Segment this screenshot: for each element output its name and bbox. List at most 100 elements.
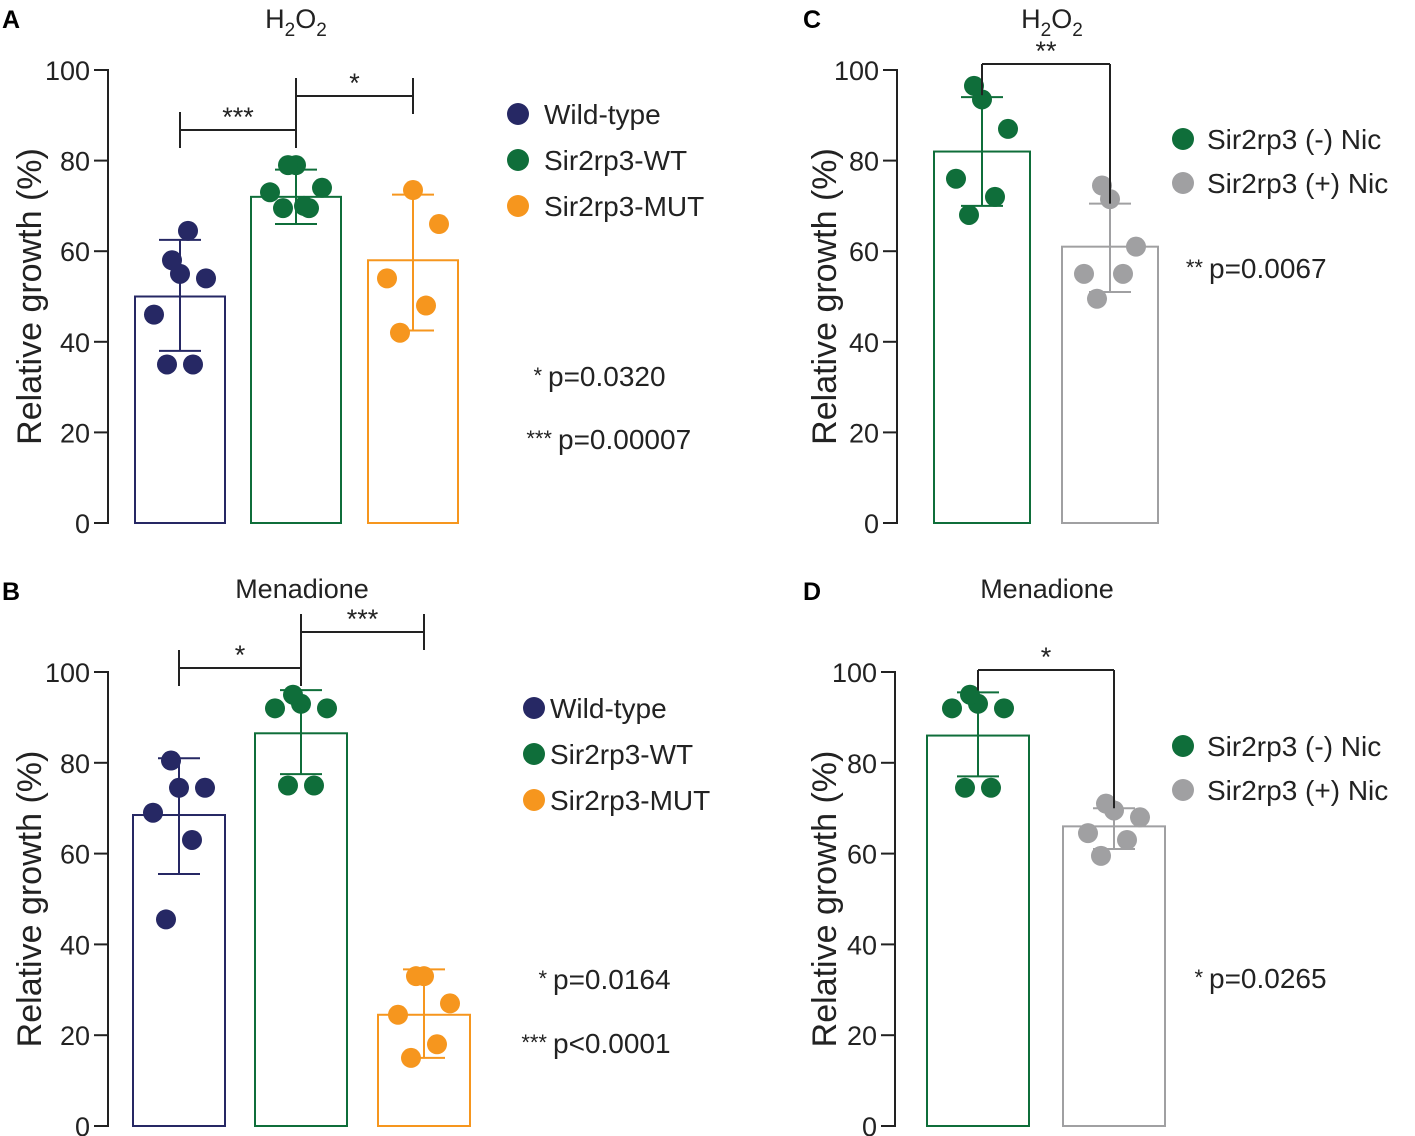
y-tick-label: 60 [849, 237, 879, 267]
data-point [182, 829, 202, 850]
data-point [273, 198, 293, 219]
bracket-label: *** [222, 102, 254, 132]
legend-label: Wild-type [550, 693, 667, 724]
chart-title: Menadione [980, 574, 1114, 604]
pvalue-text: p=0.0320 [548, 361, 666, 392]
data-point [294, 195, 314, 216]
legend-marker [523, 789, 545, 811]
panel-label: C [803, 6, 821, 34]
data-point [1078, 823, 1098, 844]
data-point [416, 295, 436, 316]
data-point [964, 75, 984, 96]
legend-marker [507, 149, 529, 171]
data-point [427, 1034, 447, 1055]
chart-title: H2O2 [265, 4, 327, 41]
data-point [157, 354, 177, 375]
title-title-mid: O [295, 4, 316, 34]
bracket-label: ** [1035, 36, 1057, 66]
data-point [403, 180, 423, 201]
data-point [265, 698, 285, 719]
title-title-main: H [265, 4, 285, 34]
y-tick-label: 40 [849, 328, 879, 358]
data-point [144, 304, 164, 325]
data-point [1091, 845, 1111, 866]
data-point [156, 909, 176, 930]
chart-title: H2O2 [1021, 4, 1083, 41]
data-point [1130, 807, 1150, 828]
panel-label: B [2, 578, 20, 606]
data-point [161, 750, 181, 771]
data-point [178, 220, 198, 241]
data-point [955, 777, 975, 798]
panel-b: B Menadione 0 20 40 60 80 100 Relative growth (%… [2, 574, 710, 1136]
data-point [278, 775, 298, 796]
y-tick-label: 20 [847, 1021, 877, 1051]
bracket-label: * [1041, 642, 1052, 672]
y-tick-label: 0 [75, 1112, 90, 1136]
y-tick-label: 60 [60, 237, 90, 267]
y-tick-label: 80 [60, 749, 90, 779]
data-point [377, 268, 397, 289]
data-point [312, 177, 332, 198]
data-point [1087, 288, 1107, 309]
legend-label: Sir2rp3 (+) Nic [1207, 775, 1388, 806]
bar-sir2rp3-nic [1062, 825, 1166, 1127]
pvalue-text: p<0.0001 [553, 1028, 671, 1059]
y-tick-label: 80 [847, 749, 877, 779]
data-point [429, 214, 449, 235]
title-title-sub2: 2 [316, 20, 327, 41]
legend-marker [1172, 172, 1194, 194]
legend-marker [1172, 735, 1194, 757]
chart-title: Menadione [235, 574, 369, 604]
data-point [1074, 263, 1094, 284]
legend-marker [507, 195, 529, 217]
legend-marker [523, 697, 545, 719]
y-axis-label: Relative growth (%) [806, 148, 844, 445]
data-point [317, 698, 337, 719]
pvalue-stars: * [533, 363, 542, 388]
legend-label: Sir2rp3 (-) Nic [1207, 731, 1381, 762]
y-tick-label: 20 [60, 1021, 90, 1051]
bar-sir2rp3-wt [254, 732, 348, 1127]
y-tick-label: 40 [847, 930, 877, 960]
pvalue-stars: ** [1186, 255, 1204, 280]
legend-marker [507, 103, 529, 125]
title-title-mid: O [1051, 4, 1072, 34]
y-tick-label: 0 [75, 509, 90, 539]
legend-label: Sir2rp3-WT [550, 739, 693, 770]
y-tick-label: 0 [862, 1112, 877, 1136]
legend-label: Sir2rp3-MUT [544, 191, 704, 222]
pvalue-text: p=0.0164 [553, 964, 671, 995]
data-point [401, 1047, 421, 1068]
pvalue-stars: * [1194, 965, 1203, 990]
panel-label: A [2, 6, 20, 34]
bar-sir2rp3-nic [926, 734, 1030, 1127]
data-point [959, 204, 979, 225]
data-point [1117, 829, 1137, 850]
y-tick-label: 60 [847, 840, 877, 870]
legend-label: Wild-type [544, 99, 661, 130]
bar-sir2rp3-wt [250, 195, 342, 524]
legend-label: Sir2rp3 (-) Nic [1207, 124, 1381, 155]
bracket-label: * [349, 68, 360, 98]
y-tick-label: 20 [849, 418, 879, 448]
data-point [143, 802, 163, 823]
y-tick-label: 40 [60, 930, 90, 960]
panel-d: D Menadione 0 20 40 60 80 100 Relative growth (%… [803, 574, 1388, 1136]
title-title-sub1: 2 [285, 20, 296, 41]
data-point [985, 186, 1005, 207]
title-title-sub1: 2 [1041, 20, 1052, 41]
y-axis-label: Relative growth (%) [11, 148, 49, 445]
data-point [260, 182, 280, 203]
y-axis-label: Relative growth (%) [806, 751, 844, 1048]
y-axis-label: Relative growth (%) [11, 751, 49, 1048]
pvalue-text: p=0.0067 [1209, 253, 1327, 284]
y-tick-label: 100 [834, 56, 879, 86]
data-point [946, 168, 966, 189]
legend-label: Sir2rp3-MUT [550, 785, 710, 816]
y-tick-label: 100 [832, 658, 877, 688]
pvalue-text: p=0.00007 [558, 424, 691, 455]
